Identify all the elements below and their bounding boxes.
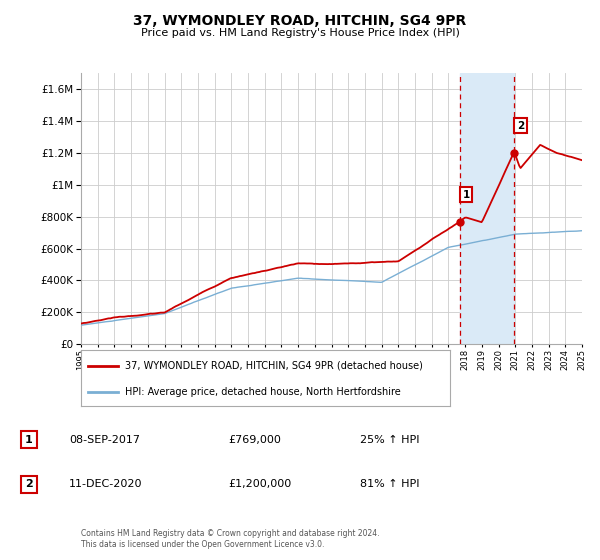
Text: 2: 2 — [25, 479, 32, 489]
Text: £1,200,000: £1,200,000 — [228, 479, 291, 489]
Text: HPI: Average price, detached house, North Hertfordshire: HPI: Average price, detached house, Nort… — [125, 387, 401, 397]
Text: Price paid vs. HM Land Registry's House Price Index (HPI): Price paid vs. HM Land Registry's House … — [140, 28, 460, 38]
Text: 2: 2 — [517, 121, 524, 130]
Text: 08-SEP-2017: 08-SEP-2017 — [69, 435, 140, 445]
Text: £769,000: £769,000 — [228, 435, 281, 445]
Text: 1: 1 — [463, 190, 470, 199]
Text: 1: 1 — [25, 435, 32, 445]
Text: 37, WYMONDLEY ROAD, HITCHIN, SG4 9PR (detached house): 37, WYMONDLEY ROAD, HITCHIN, SG4 9PR (de… — [125, 361, 423, 371]
Text: 81% ↑ HPI: 81% ↑ HPI — [360, 479, 419, 489]
Text: 11-DEC-2020: 11-DEC-2020 — [69, 479, 143, 489]
Text: Contains HM Land Registry data © Crown copyright and database right 2024.
This d: Contains HM Land Registry data © Crown c… — [81, 529, 380, 549]
Bar — [460, 73, 514, 344]
Text: 25% ↑ HPI: 25% ↑ HPI — [360, 435, 419, 445]
Text: 37, WYMONDLEY ROAD, HITCHIN, SG4 9PR: 37, WYMONDLEY ROAD, HITCHIN, SG4 9PR — [133, 14, 467, 28]
